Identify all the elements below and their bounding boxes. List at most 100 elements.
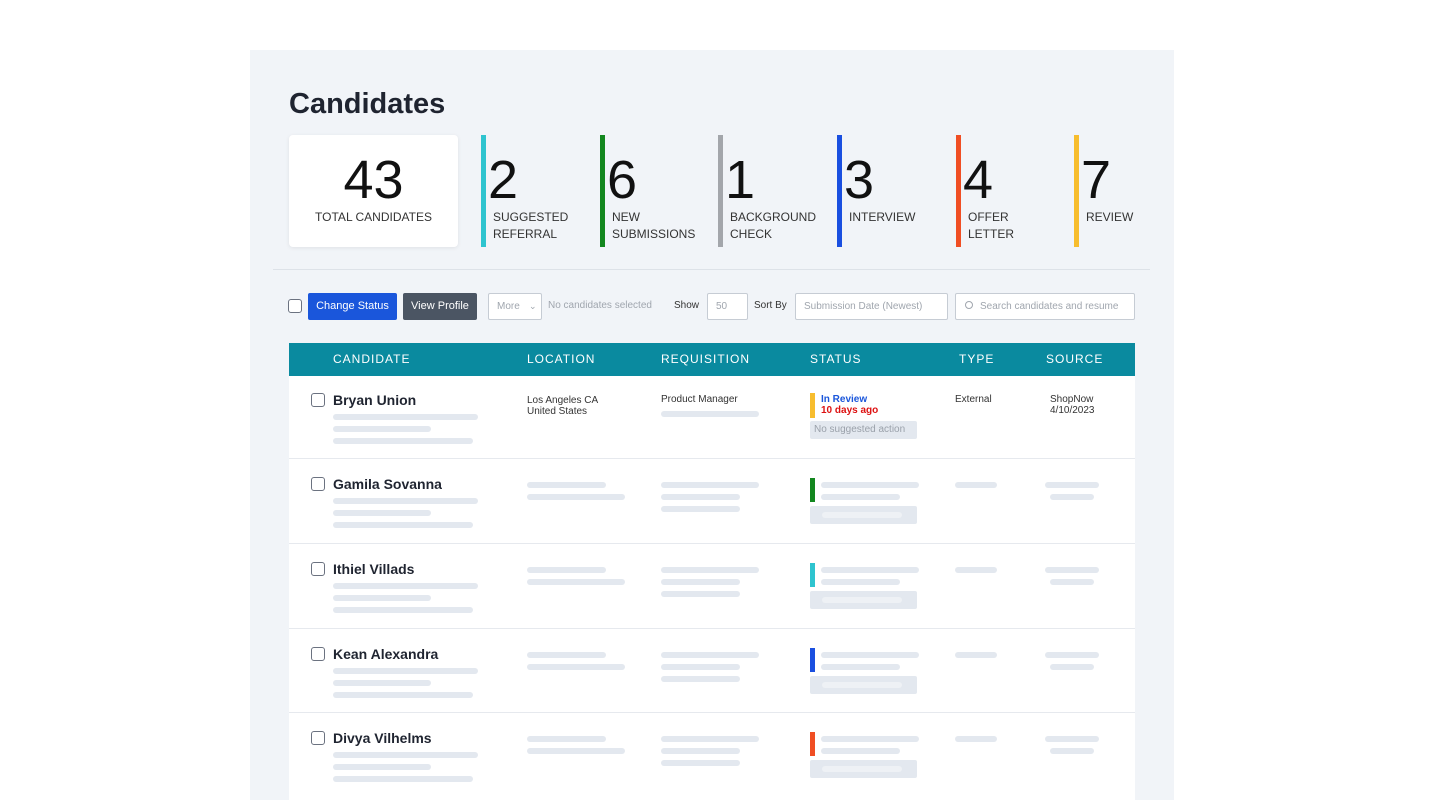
skeleton-bar	[1045, 736, 1099, 742]
search-icon	[965, 301, 973, 309]
status: In Review	[821, 394, 868, 405]
button[interactable]: Change Status	[308, 293, 397, 320]
skeleton-bar	[821, 748, 900, 754]
dropdown[interactable]: More	[488, 293, 542, 320]
dropdown-caret: ⌄	[529, 301, 537, 311]
skeleton-bar	[527, 579, 625, 585]
skeleton-bar	[821, 494, 900, 500]
label: Sort By	[754, 300, 787, 311]
skeleton-bar	[661, 652, 759, 658]
skeleton-bar	[955, 736, 997, 742]
skeleton-bar	[527, 567, 606, 573]
skeleton-bar	[822, 512, 902, 518]
checkbox[interactable]	[311, 731, 325, 745]
location: United States	[527, 406, 588, 417]
checkbox[interactable]	[311, 562, 325, 576]
stat-label: INTERVIEW	[849, 210, 916, 224]
skeleton-bar	[333, 414, 478, 420]
stat-label: NEW	[612, 210, 640, 224]
skeleton-bar	[661, 676, 740, 682]
skeleton-bar	[661, 494, 740, 500]
column-header: CANDIDATE	[333, 352, 411, 366]
row-divider	[289, 628, 1135, 629]
checkbox[interactable]	[311, 647, 325, 661]
dropdown[interactable]: 50	[707, 293, 748, 320]
status-age: 10 days ago	[821, 405, 879, 416]
skeleton-bar	[661, 664, 740, 670]
stat-bar	[837, 135, 842, 247]
skeleton-bar	[333, 692, 473, 698]
checkbox[interactable]	[288, 299, 302, 313]
skeleton-bar	[661, 506, 740, 512]
skeleton-bar	[333, 668, 478, 674]
checkbox[interactable]	[311, 477, 325, 491]
candidate-name[interactable]: Bryan Union	[333, 392, 417, 408]
skeleton-bar	[821, 664, 900, 670]
skeleton-bar	[333, 583, 478, 589]
skeleton-bar	[333, 680, 431, 686]
dropdown[interactable]: Submission Date (Newest)	[795, 293, 948, 320]
stat-label: REFERRAL	[493, 227, 558, 241]
skeleton-bar	[1050, 748, 1094, 754]
search-box[interactable]: Search candidates and resume	[955, 293, 1135, 320]
label: Show	[674, 300, 700, 311]
skeleton-bar	[333, 522, 473, 528]
stat-label: REVIEW	[1086, 210, 1134, 224]
status-bar	[810, 478, 815, 502]
location: Los Angeles CA	[527, 395, 599, 406]
skeleton-bar	[661, 579, 740, 585]
checkbox[interactable]	[311, 393, 325, 407]
candidate-name[interactable]: Divya Vilhelms	[333, 730, 432, 746]
divider	[273, 269, 1150, 270]
stat-label: SUBMISSIONS	[612, 227, 696, 241]
stat-bar	[481, 135, 486, 247]
skeleton-bar	[333, 595, 431, 601]
stat-value: 4	[963, 150, 994, 210]
stat-value: 43	[343, 150, 404, 210]
skeleton-bar	[661, 591, 740, 597]
requisition: Product Manager	[661, 394, 738, 405]
skeleton-bar	[333, 426, 431, 432]
skeleton-bar	[661, 760, 740, 766]
candidate-name[interactable]: Kean Alexandra	[333, 646, 439, 662]
candidate-name[interactable]: Ithiel Villads	[333, 561, 415, 577]
skeleton-bar	[955, 567, 997, 573]
stat-bar	[718, 135, 723, 247]
source: ShopNow	[1050, 394, 1094, 405]
button[interactable]: View Profile	[403, 293, 477, 320]
status-bar	[810, 563, 815, 587]
skeleton-bar	[821, 652, 919, 658]
skeleton-bar	[1050, 494, 1094, 500]
stat-value: 6	[607, 150, 638, 210]
skeleton-bar	[1045, 652, 1099, 658]
skeleton-bar	[333, 776, 473, 782]
selection-text: No candidates selected	[548, 300, 652, 311]
skeleton-bar	[333, 764, 431, 770]
total-card	[289, 135, 458, 247]
skeleton-bar	[821, 567, 919, 573]
stat-label: CHECK	[730, 227, 773, 241]
row-divider	[289, 543, 1135, 544]
action-chip: No suggested action	[810, 421, 917, 439]
stat-bar	[956, 135, 961, 247]
page-title: Candidates	[289, 88, 446, 120]
skeleton-bar	[822, 766, 902, 772]
skeleton-bar	[333, 498, 478, 504]
stat-bar	[1074, 135, 1079, 247]
skeleton-bar	[955, 482, 997, 488]
stat-value: 2	[488, 150, 519, 210]
skeleton-bar	[822, 682, 902, 688]
skeleton-bar	[661, 411, 759, 417]
skeleton-bar	[1045, 482, 1099, 488]
skeleton-bar	[527, 664, 625, 670]
row-divider	[289, 712, 1135, 713]
stat-value: 1	[725, 150, 756, 210]
column-header: LOCATION	[527, 352, 596, 366]
skeleton-bar	[527, 494, 625, 500]
stat-label: OFFER	[968, 210, 1009, 224]
stat-label: TOTAL CANDIDATES	[315, 210, 432, 224]
candidate-name[interactable]: Gamila Sovanna	[333, 476, 442, 492]
skeleton-bar	[822, 597, 902, 603]
source: 4/10/2023	[1050, 405, 1095, 416]
